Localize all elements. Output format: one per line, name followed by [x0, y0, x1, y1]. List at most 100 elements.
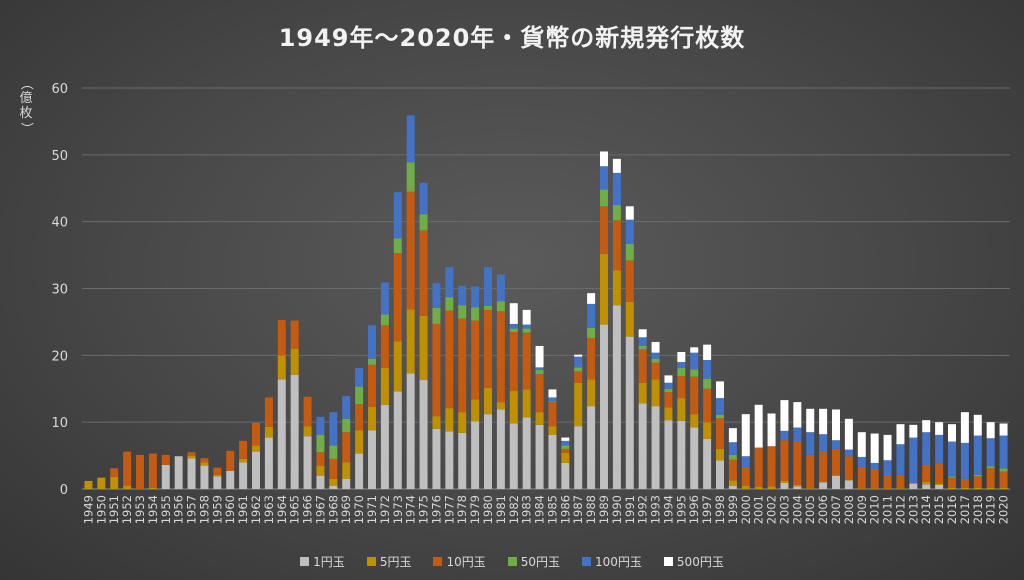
- bar-segment: [728, 428, 737, 443]
- legend-item: 1円玉: [300, 553, 345, 570]
- bar-segment: [458, 412, 467, 433]
- x-tick-label: 1949: [81, 495, 95, 524]
- legend-swatch: [663, 557, 673, 566]
- bar-segment: [999, 468, 1008, 472]
- bar-segment: [419, 380, 428, 489]
- bar-segment: [728, 480, 737, 486]
- bar-segment: [161, 464, 170, 489]
- x-tick-label: 1999: [726, 495, 740, 524]
- bar-segment: [754, 486, 763, 489]
- x-tick-label: 1951: [107, 495, 121, 524]
- bar-segment: [819, 434, 828, 451]
- bar-segment: [445, 267, 454, 298]
- bar-segment: [290, 348, 299, 375]
- bar-segment: [419, 230, 428, 316]
- legend-label: 10円玉: [446, 555, 486, 569]
- bar-segment: [703, 378, 712, 389]
- bar-segment: [677, 351, 686, 363]
- bar-segment: [948, 476, 956, 478]
- bar-segment: [187, 455, 196, 459]
- bar-segment: [380, 314, 389, 326]
- bar-segment: [471, 399, 480, 422]
- bar-segment: [535, 367, 544, 371]
- bar-segment: [651, 352, 660, 359]
- bar-segment: [419, 182, 428, 215]
- x-tick-label: 1978: [455, 495, 469, 524]
- bar-segment: [948, 487, 956, 489]
- bar-segment: [496, 409, 505, 489]
- bar-segment: [509, 423, 518, 489]
- bar-segment: [213, 467, 222, 475]
- bar-segment: [677, 362, 686, 369]
- bar-segment: [587, 327, 596, 338]
- bar-segment: [999, 487, 1008, 489]
- bar-segment: [522, 328, 531, 333]
- bar-segment: [84, 480, 93, 489]
- bar-segment: [832, 475, 840, 489]
- bar-segment: [561, 440, 570, 446]
- bar-segment: [368, 325, 376, 359]
- x-tick-label: 2019: [984, 495, 998, 524]
- bar-segment: [857, 432, 866, 457]
- bar-segment: [716, 460, 724, 489]
- bar-segment: [458, 318, 467, 413]
- bar-segment: [857, 456, 866, 467]
- y-tick-label: 30: [51, 283, 68, 298]
- bar-segment: [148, 487, 157, 489]
- x-tick-label: 1996: [687, 495, 701, 524]
- bar-segment: [638, 345, 647, 350]
- bar-segment: [445, 431, 454, 489]
- x-tick-label: 1968: [326, 495, 340, 524]
- bar-segment: [445, 297, 454, 311]
- bar-segment: [200, 462, 209, 466]
- bar-segment: [638, 337, 647, 346]
- bar-segment: [600, 253, 608, 325]
- y-tick-label: 60: [51, 82, 68, 97]
- bar-segment: [793, 427, 802, 442]
- bar-segment: [600, 324, 608, 489]
- x-tick-label: 1961: [236, 495, 250, 524]
- x-tick-label: 1970: [352, 495, 366, 524]
- x-tick-label: 1965: [288, 495, 302, 524]
- bar-segment: [406, 191, 415, 310]
- bar-segment: [458, 305, 467, 319]
- bar-segment: [406, 115, 415, 163]
- x-tick-label: 1980: [481, 495, 495, 524]
- bar-segment: [574, 426, 583, 489]
- x-tick-label: 1988: [584, 495, 598, 524]
- bar-segment: [535, 424, 544, 489]
- bar-segment: [922, 464, 931, 482]
- bar-segment: [844, 456, 853, 480]
- bar-segment: [883, 474, 892, 489]
- bar-segment: [342, 478, 351, 489]
- bar-segment: [703, 360, 712, 379]
- bar-segment: [664, 375, 673, 383]
- bar-segment: [458, 285, 467, 306]
- bar-segment: [909, 483, 918, 489]
- bar-segment: [767, 413, 776, 447]
- y-tick-label: 40: [51, 216, 68, 231]
- bar-segment: [973, 414, 982, 436]
- x-tick-label: 2002: [765, 495, 779, 524]
- legend-swatch: [507, 557, 517, 566]
- bar-segment: [496, 274, 505, 302]
- bar-segment: [793, 486, 802, 489]
- bar-segment: [612, 172, 621, 205]
- bar-segment: [767, 446, 776, 487]
- bar-segment: [600, 206, 608, 254]
- bar-segment: [484, 267, 492, 306]
- bar-segment: [355, 404, 364, 431]
- bar-segment: [509, 328, 518, 332]
- y-tick-label: 10: [51, 416, 68, 431]
- bar-segment: [316, 434, 325, 453]
- bar-segment: [973, 435, 982, 475]
- legend-swatch: [582, 557, 592, 566]
- bar-segment: [638, 329, 647, 338]
- x-tick-label: 2015: [932, 495, 946, 524]
- bar-segment: [432, 428, 441, 489]
- legend-item: 5円玉: [366, 553, 411, 570]
- bar-segment: [432, 416, 441, 429]
- bar-segment: [587, 379, 596, 407]
- bar-segment: [612, 204, 621, 221]
- bar-segment: [625, 336, 634, 489]
